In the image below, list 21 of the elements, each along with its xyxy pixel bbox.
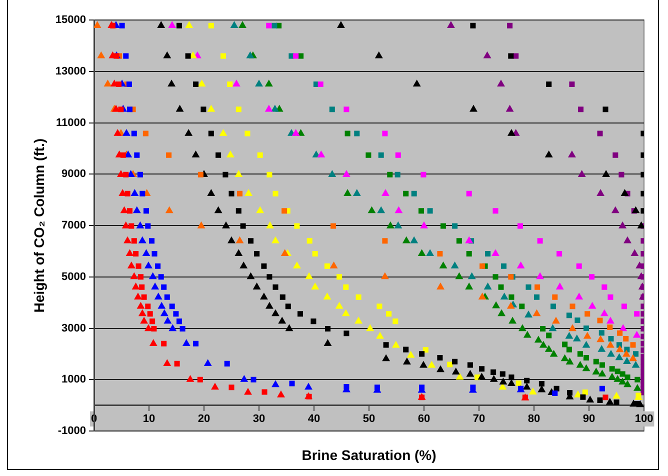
x-tick-label: 100 <box>634 412 654 425</box>
y-axis-title: Height of CO₂ Column (ft.) <box>30 138 47 313</box>
x-tick-label: 80 <box>528 412 540 425</box>
y-tick-label: 9000 <box>62 168 86 180</box>
y-tick-label: 13000 <box>55 65 86 78</box>
y-tick-label: 11000 <box>56 116 86 129</box>
y-tick-label: 15000 <box>55 14 86 26</box>
x-tick-label: 90 <box>582 412 596 425</box>
x-tick-label: 10 <box>142 412 156 425</box>
y-tick-label: -1000 <box>58 425 86 438</box>
x-tick-label: 50 <box>362 412 376 425</box>
x-tick-label: 70 <box>472 412 486 425</box>
x-tick-label: 30 <box>252 412 266 425</box>
y-tick-label: 1000 <box>62 374 86 386</box>
x-tick-label: 40 <box>308 412 320 425</box>
y-tick-label: 7000 <box>62 220 86 232</box>
x-tick-label: 20 <box>198 412 210 425</box>
y-tick-label: 5000 <box>62 270 86 283</box>
x-axis-title: Brine Saturation (%) <box>302 446 436 463</box>
y-tick-label: 3000 <box>62 322 86 334</box>
x-tick-label: 60 <box>418 412 430 425</box>
